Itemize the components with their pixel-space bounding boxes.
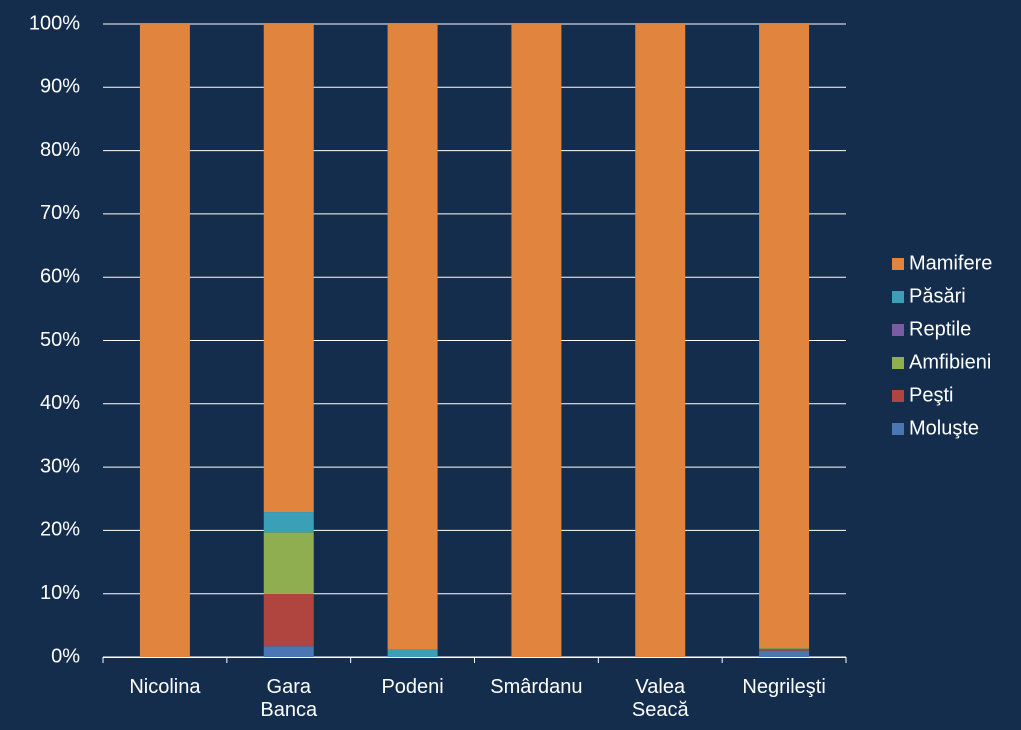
x-tick-label: Negrileşti — [742, 676, 826, 698]
y-tick-label: 10% — [40, 582, 80, 604]
bar-segment — [139, 24, 190, 657]
y-tick-label: 20% — [40, 519, 80, 541]
bar-segment — [759, 650, 810, 657]
bar-segment — [263, 532, 314, 594]
y-tick-label: 80% — [40, 139, 80, 161]
bar-segment — [759, 24, 810, 648]
legend-swatch — [892, 324, 904, 336]
legend-label: Reptile — [909, 318, 971, 340]
bar-segment — [511, 24, 562, 657]
legend-swatch — [892, 291, 904, 303]
legend-label: Amfibieni — [909, 351, 991, 373]
bar-segment — [387, 649, 438, 657]
y-tick-label: 50% — [40, 329, 80, 351]
y-tick-label: 70% — [40, 202, 80, 224]
legend-swatch — [892, 423, 904, 435]
bar-segment — [263, 512, 314, 533]
bar-segment — [387, 24, 438, 650]
x-tick-label: Podeni — [381, 676, 444, 698]
y-tick-label: 30% — [40, 455, 80, 477]
y-tick-label: 90% — [40, 76, 80, 98]
x-tick-label: Nicolina — [129, 676, 201, 698]
legend-swatch — [892, 390, 904, 402]
bar-segment — [759, 648, 810, 651]
y-tick-label: 100% — [29, 12, 80, 34]
y-tick-label: 40% — [40, 392, 80, 414]
y-tick-label: 60% — [40, 265, 80, 287]
x-tick-label: Gara Banca — [260, 676, 318, 721]
bar-segment — [263, 593, 314, 647]
legend-label: Moluşte — [909, 417, 979, 439]
y-tick-label: 0% — [51, 645, 80, 667]
bar-segment — [263, 646, 314, 657]
legend-swatch — [892, 258, 904, 270]
x-tick-label: Smârdanu — [490, 676, 583, 698]
x-tick-label: Valea Seacă — [631, 676, 689, 721]
bar-segment — [263, 24, 314, 513]
legend-label: Mamifere — [909, 252, 992, 274]
legend-label: Peşti — [909, 384, 953, 406]
bar-segment — [759, 647, 810, 649]
legend-label: Păsări — [909, 285, 966, 307]
legend-swatch — [892, 357, 904, 369]
bar-segment — [635, 24, 686, 657]
